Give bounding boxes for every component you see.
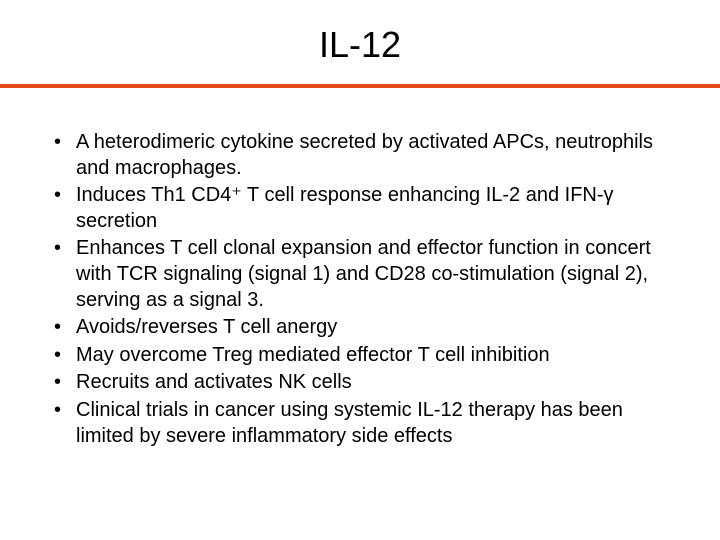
list-item: A heterodimeric cytokine secreted by act…: [48, 130, 672, 181]
list-item: Induces Th1 CD4⁺ T cell response enhanci…: [48, 183, 672, 234]
list-item: Avoids/reverses T cell anergy: [48, 315, 672, 341]
list-item: Clinical trials in cancer using systemic…: [48, 398, 672, 449]
list-item: May overcome Treg mediated effector T ce…: [48, 343, 672, 369]
bullet-list: A heterodimeric cytokine secreted by act…: [48, 130, 672, 449]
list-item: Enhances T cell clonal expansion and eff…: [48, 236, 672, 313]
slide: IL-12 A heterodimeric cytokine secreted …: [0, 0, 720, 540]
slide-title: IL-12: [0, 0, 720, 84]
list-item: Recruits and activates NK cells: [48, 370, 672, 396]
slide-content: A heterodimeric cytokine secreted by act…: [0, 88, 720, 449]
